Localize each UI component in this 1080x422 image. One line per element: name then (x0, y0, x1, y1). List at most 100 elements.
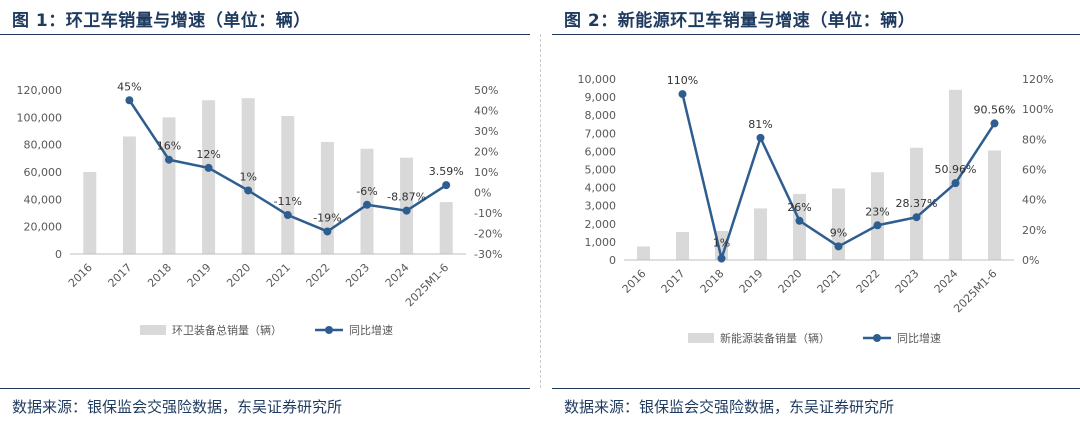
x-tick-label: 2018 (145, 261, 174, 290)
title-rule (552, 34, 1080, 35)
x-tick-label: 2023 (893, 267, 922, 296)
panel-separator (530, 0, 552, 422)
growth-point (834, 242, 843, 251)
y-right-tick-label: -30% (474, 248, 502, 261)
y-right-tick-label: -10% (474, 207, 502, 220)
growth-point (283, 211, 292, 220)
x-tick-label: 2019 (185, 261, 214, 290)
x-tick-label: 2025M1-6 (403, 261, 451, 309)
data-label: -11% (274, 195, 302, 208)
bar (910, 147, 923, 260)
y-right-tick-label: 20% (474, 146, 498, 159)
data-label: 9% (830, 226, 847, 239)
y-left-tick-label: 20,000 (24, 221, 63, 234)
separator-line (540, 34, 541, 388)
y-right-tick-label: 0% (1022, 254, 1039, 267)
growth-point (795, 216, 804, 225)
chart-svg-right: 0 1,000 2,000 3,000 4,000 5,000 6,000 7,000 8,00… (578, 73, 1054, 345)
y-left-tick-label: 1,000 (585, 236, 617, 249)
bar (754, 208, 767, 260)
growth-point (717, 254, 726, 263)
data-label: 1% (239, 170, 256, 183)
y-left-tick-label: 60,000 (24, 166, 63, 179)
bar (871, 172, 884, 260)
data-label: 1% (713, 236, 730, 249)
legend-label: 同比增速 (349, 323, 393, 337)
x-tick-label: 2022 (854, 267, 883, 296)
chart-title: 图 2：新能源环卫车销量与增速（单位：辆） (564, 11, 916, 31)
y-right-tick-label: 60% (1022, 164, 1046, 177)
growth-point (323, 227, 332, 236)
growth-point (125, 96, 134, 105)
bar (988, 150, 1001, 260)
growth-point (244, 186, 253, 195)
legend-bar-swatch (140, 325, 166, 335)
x-tick-label: 2017 (106, 261, 135, 290)
bar (122, 136, 136, 254)
y-left-tick-label: 10,000 (578, 73, 617, 86)
data-label: -8.87% (387, 191, 426, 204)
y-right-tick-label: 120% (1022, 73, 1053, 86)
y-left-tick-label: 3,000 (585, 200, 617, 213)
y-right-tick-label: -20% (474, 228, 502, 241)
x-tick-label: 2019 (737, 267, 766, 296)
x-tick-label: 2024 (383, 261, 412, 290)
legend-line-marker (873, 334, 881, 342)
data-label: -19% (313, 211, 341, 224)
x-tick-label: 2021 (264, 261, 293, 290)
bar (320, 141, 334, 254)
data-label: 12% (196, 148, 220, 161)
x-tick-label: 2020 (224, 261, 253, 290)
data-label: 28.37% (896, 197, 938, 210)
y-left-tick-label: 6,000 (585, 145, 617, 158)
legend-label: 环卫装备总销量（辆） (172, 323, 282, 337)
data-label: 3.59% (429, 165, 464, 178)
y-left-tick-label: 7,000 (585, 127, 617, 140)
data-label: 90.56% (974, 103, 1016, 116)
bar (400, 157, 414, 254)
y-right-tick-label: 0% (474, 187, 491, 200)
y-right-tick-label: 30% (474, 125, 498, 138)
growth-point (951, 179, 960, 188)
bar (832, 188, 845, 260)
source-note: 数据来源：银保监会交强险数据，东吴证券研究所 (12, 398, 343, 416)
title-rule (0, 34, 530, 35)
y-right-tick-label: 20% (1022, 224, 1046, 237)
bar (281, 115, 295, 254)
data-label: 26% (787, 201, 811, 214)
data-label: 45% (117, 80, 141, 93)
y-right-tick-label: 50% (474, 84, 498, 97)
y-left-tick-label: 9,000 (585, 91, 617, 104)
bar (949, 89, 962, 260)
growth-point (165, 155, 173, 164)
data-label: 50.96% (935, 163, 977, 176)
x-tick-label: 2017 (659, 267, 688, 296)
y-right-tick-label: 40% (1022, 194, 1046, 207)
legend-line-marker (325, 326, 333, 334)
y-left-tick-label: 120,000 (17, 84, 63, 97)
x-tick-label: 2016 (620, 267, 649, 296)
growth-point (678, 90, 687, 99)
y-left-tick-label: 2,000 (585, 218, 617, 231)
data-label: 81% (748, 118, 772, 131)
growth-point (402, 206, 411, 215)
y-right-tick-label: 100% (1022, 103, 1053, 116)
bar (83, 172, 97, 254)
y-left-tick-label: 100,000 (17, 111, 63, 124)
growth-point (204, 163, 213, 172)
source-rule (552, 388, 1080, 389)
growth-point (756, 133, 765, 142)
data-label: 16% (157, 140, 181, 153)
data-label: 110% (667, 74, 698, 87)
data-label: -6% (356, 185, 377, 198)
x-tick-label: 2021 (815, 267, 844, 296)
chart-svg-left: 0 20,000 40,000 60,000 80,000 100,000 120,000 -… (17, 80, 503, 337)
growth-point (912, 213, 921, 222)
source-note: 数据来源：银保监会交强险数据，东吴证券研究所 (564, 398, 895, 416)
x-tick-label: 2022 (304, 261, 333, 290)
y-right-tick-label: 40% (474, 105, 498, 118)
x-tick-label: 2020 (776, 267, 805, 296)
chart-title: 图 1：环卫车销量与增速（单位：辆） (12, 11, 311, 31)
legend-label: 新能源装备销量（辆） (720, 331, 830, 345)
bar (202, 100, 216, 254)
